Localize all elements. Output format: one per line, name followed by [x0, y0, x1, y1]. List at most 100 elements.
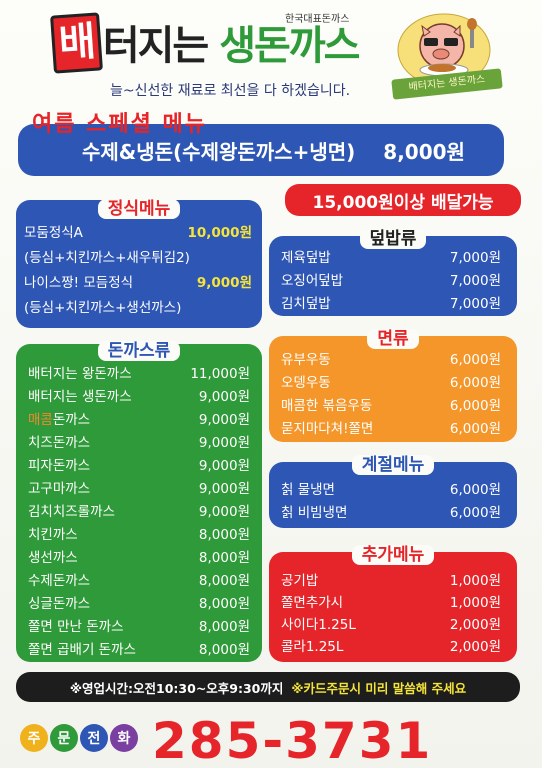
- phone-label-char: 전: [80, 724, 108, 752]
- item-price: 9,000원: [196, 274, 252, 291]
- list-item: 오뎅우동 6,000원: [281, 369, 501, 392]
- item-name: 쫄면추가시: [281, 595, 344, 611]
- item-price: 7,000원: [449, 295, 501, 312]
- list-item: 생선까스 8,000원: [28, 544, 250, 567]
- donkatsu-menu-list: 배터지는 왕돈까스 11,000원 배터지는 생돈까스 9,000원 매콤돈까스 9,…: [28, 360, 250, 659]
- phone-number[interactable]: 285-3731: [152, 712, 433, 768]
- phone-order-label: 주 문 전 화: [20, 724, 138, 752]
- item-price: 1,000원: [449, 573, 501, 589]
- item-name: 김치치즈롤까스: [28, 503, 115, 520]
- list-item: 공기밥 1,000원: [281, 568, 501, 590]
- item-name: 쫄면 곱배기 돈까스: [28, 641, 136, 658]
- item-name: 모둠정식A: [24, 224, 83, 241]
- brand-subtitle: 한국대표돈까스: [285, 14, 350, 25]
- item-name: 쫄면 만난 돈까스: [28, 618, 124, 635]
- item-name: 칡 비빔냉면: [281, 504, 348, 521]
- item-price: 6,000원: [449, 397, 501, 414]
- donkatsu-menu-title: 돈까스류: [16, 336, 262, 361]
- list-item: 김치덮밥 7,000원: [281, 290, 501, 313]
- list-item: 모둠정식A 10,000원: [24, 218, 252, 243]
- set-menu-title: 정식메뉴: [16, 194, 262, 219]
- list-item: 수제돈까스 8,000원: [28, 567, 250, 590]
- business-hours-bar: ※영업시간:오전10:30~오후9:30까지 ※카드주문시 미리 말씀해 주세요: [16, 672, 520, 702]
- list-item: 사이다1.25L 2,000원: [281, 612, 501, 634]
- item-name: 고구마까스: [28, 480, 91, 497]
- item-name: 칡 물냉면: [281, 481, 335, 498]
- card-order-notice: ※카드주문시 미리 말씀해 주세요: [291, 680, 467, 696]
- item-name: 콜라1.25L: [281, 639, 344, 655]
- item-name: 사이다1.25L: [281, 617, 356, 633]
- summer-special-title: 여름 스페셜 메뉴: [32, 112, 207, 137]
- phone-label-char: 주: [20, 724, 48, 752]
- list-item: 매콤돈까스 9,000원: [28, 406, 250, 429]
- list-item: (등심+치킨까스+새우튀김2): [24, 243, 252, 268]
- list-item: 쫄면 만난 돈까스 8,000원: [28, 613, 250, 636]
- list-item: 오징어덮밥 7,000원: [281, 267, 501, 290]
- item-price: 7,000원: [449, 249, 501, 266]
- extra-menu-list: 공기밥 1,000원 쫄면추가시 1,000원 사이다1.25L 2,000원 콜라1…: [281, 568, 501, 656]
- item-price: 1,000원: [449, 595, 501, 611]
- phone-label-char: 문: [50, 724, 78, 752]
- seasonal-menu-list: 칡 물냉면 6,000원 칡 비빔냉면 6,000원: [281, 476, 501, 522]
- tagline: 늘~신선한 재료로 최선을 다 하겠습니다.: [110, 83, 351, 99]
- item-price: 7,000원: [449, 272, 501, 289]
- brand-name: 배 터지는 생돈까스: [50, 12, 360, 74]
- pig-mascot-logo: 배터지는 생돈까스: [384, 10, 506, 100]
- item-price: 9,000원: [198, 503, 250, 520]
- list-item: 고구마까스 9,000원: [28, 475, 250, 498]
- brand-name-part3: 생돈까스: [219, 23, 360, 69]
- item-name: 유부우동: [281, 351, 331, 368]
- list-item: 나이스짱! 모듬정식 9,000원: [24, 268, 252, 293]
- item-name: 배터지는 생돈까스: [28, 388, 132, 405]
- summer-special-bar: 수제&냉돈(수제왕돈까스+냉면) 8,000원: [18, 124, 504, 176]
- item-name: 싱글돈까스: [28, 595, 91, 612]
- item-price: 2,000원: [449, 639, 501, 655]
- item-name: 치킨까스: [28, 526, 78, 543]
- business-hours: ※영업시간:오전10:30~오후9:30까지: [69, 680, 284, 696]
- item-name: 묻지마다쳐!쫄면: [281, 420, 374, 437]
- item-name: 피자돈까스: [28, 457, 91, 474]
- seasonal-menu-section: 계절메뉴 칡 물냉면 6,000원 칡 비빔냉면 6,000원: [269, 455, 517, 528]
- summer-special-price: 8,000원: [383, 139, 465, 164]
- rice-bowl-menu-list: 제육덮밥 7,000원 오징어덮밥 7,000원 김치덮밥 7,000원: [281, 244, 501, 313]
- list-item: 제육덮밥 7,000원: [281, 244, 501, 267]
- rice-bowl-menu-title: 덮밥류: [269, 224, 517, 249]
- brand-name-part2: 터지는: [102, 23, 209, 69]
- summer-special-item: 수제&냉돈(수제왕돈까스+냉면): [82, 139, 356, 164]
- pig-mascot-icon: [397, 13, 491, 87]
- donkatsu-menu-section: 돈까스류 배터지는 왕돈까스 11,000원 배터지는 생돈까스 9,000원 매콤…: [16, 341, 262, 662]
- item-name: 배터지는 왕돈까스: [28, 365, 132, 382]
- item-name: 오뎅우동: [281, 374, 331, 391]
- list-item: (등심+치킨까스+생선까스): [24, 293, 252, 318]
- item-price: 10,000원: [187, 224, 252, 241]
- item-name: 제육덮밥: [281, 249, 331, 266]
- item-price: 11,000원: [190, 365, 250, 382]
- item-name: 김치덮밥: [281, 295, 331, 312]
- item-price: 6,000원: [449, 504, 501, 521]
- list-item: 싱글돈까스 8,000원: [28, 590, 250, 613]
- list-item: 치킨까스 8,000원: [28, 521, 250, 544]
- item-name: 수제돈까스: [28, 572, 91, 589]
- list-item: 배터지는 생돈까스 9,000원: [28, 383, 250, 406]
- list-item: 쫄면추가시 1,000원: [281, 590, 501, 612]
- item-price: 9,000원: [198, 480, 250, 497]
- item-price: 8,000원: [198, 618, 250, 635]
- item-name: 매콤한 볶음우동: [281, 397, 373, 414]
- list-item: 배터지는 왕돈까스 11,000원: [28, 360, 250, 383]
- noodle-menu-title: 면류: [269, 324, 517, 349]
- item-price: 9,000원: [198, 411, 250, 428]
- list-item: 치즈돈까스 9,000원: [28, 429, 250, 452]
- item-price: 6,000원: [449, 374, 501, 391]
- item-price: 6,000원: [449, 351, 501, 368]
- delivery-minimum-badge: 15,000원이상 배달가능: [285, 184, 521, 216]
- list-item: 매콤한 볶음우동 6,000원: [281, 392, 501, 415]
- item-price: 8,000원: [198, 641, 250, 658]
- list-item: 콜라1.25L 2,000원: [281, 634, 501, 656]
- set-menu-section: 정식메뉴 모둠정식A 10,000원 (등심+치킨까스+새우튀김2) 나이스짱!…: [16, 199, 262, 328]
- item-name: 나이스짱! 모듬정식: [24, 274, 134, 291]
- brand-name-part1: 배: [50, 12, 103, 74]
- set-menu-list: 모둠정식A 10,000원 (등심+치킨까스+새우튀김2) 나이스짱! 모듬정식…: [24, 218, 252, 318]
- item-price: 9,000원: [198, 434, 250, 451]
- extra-menu-title: 추가메뉴: [269, 540, 517, 565]
